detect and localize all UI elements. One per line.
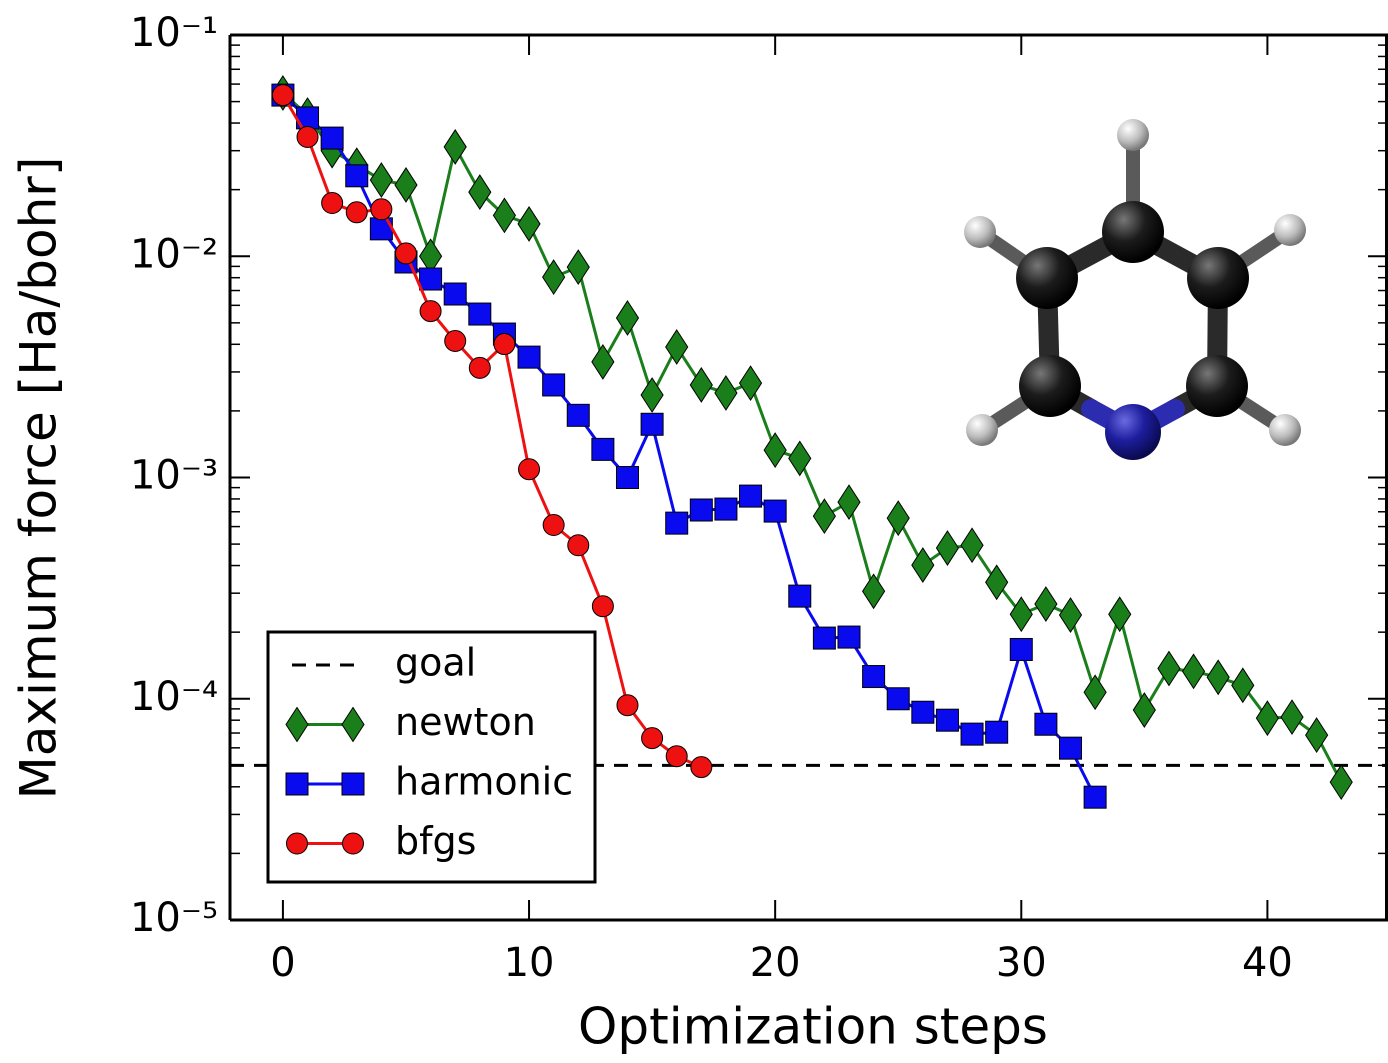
square-marker — [912, 701, 934, 723]
chart: Optimization steps Maximum force [Ha/boh… — [0, 0, 1388, 1063]
square-marker — [321, 127, 343, 149]
x-tick-label: 40 — [1242, 940, 1293, 986]
square-marker — [1084, 786, 1106, 808]
square-marker — [961, 723, 983, 745]
square-marker — [286, 773, 308, 795]
square-marker — [887, 688, 909, 710]
y-tick-label: 10⁻¹ — [130, 10, 218, 56]
diamond-marker — [493, 198, 515, 232]
legend-label: bfgs — [395, 819, 476, 863]
circle-marker — [420, 301, 441, 322]
diamond-marker — [1084, 675, 1106, 709]
x-tick-label: 10 — [504, 940, 555, 986]
diamond-marker — [764, 433, 786, 467]
circle-marker — [395, 243, 416, 264]
legend: goal newton harmonic bfgs — [268, 632, 595, 882]
circle-marker — [469, 357, 490, 378]
molecule-image — [964, 119, 1306, 460]
legend-label: harmonic — [395, 760, 573, 804]
x-axis-label: Optimization steps — [578, 998, 1048, 1056]
square-marker — [1035, 713, 1057, 735]
square-marker — [592, 438, 614, 460]
y-tick-label: 10⁻² — [130, 231, 218, 277]
square-marker — [986, 721, 1008, 743]
diamond-marker — [567, 250, 589, 284]
circle-marker — [543, 514, 564, 535]
x-tick-label: 30 — [996, 940, 1047, 986]
square-marker — [863, 666, 885, 688]
y-tick-label: 10⁻⁴ — [130, 674, 218, 720]
diamond-marker — [838, 485, 860, 519]
circle-marker — [494, 334, 515, 355]
diamond-marker — [1060, 598, 1082, 632]
page: Optimization steps Maximum force [Ha/boh… — [0, 0, 1388, 1063]
legend-label: goal — [395, 641, 476, 685]
square-marker — [764, 500, 786, 522]
square-marker — [518, 346, 540, 368]
diamond-marker — [1035, 587, 1057, 621]
circle-marker — [297, 126, 318, 147]
diamond-marker — [518, 207, 540, 241]
circle-marker — [272, 85, 293, 106]
y-axis-label: Maximum force [Ha/bohr] — [10, 157, 68, 800]
diamond-marker — [936, 531, 958, 565]
square-marker — [1060, 737, 1082, 759]
square-marker — [342, 773, 364, 795]
square-marker — [420, 268, 442, 290]
square-marker — [1010, 638, 1032, 660]
y-tick-label: 10⁻³ — [130, 453, 218, 499]
square-marker — [690, 499, 712, 521]
circle-marker — [617, 695, 638, 716]
diamond-marker — [789, 441, 811, 475]
diamond-marker — [1281, 700, 1303, 734]
circle-marker — [371, 199, 392, 220]
diamond-marker — [1183, 654, 1205, 688]
square-marker — [666, 512, 688, 534]
diamond-marker — [813, 499, 835, 533]
circle-marker — [343, 833, 364, 854]
circle-marker — [568, 535, 589, 556]
diamond-marker — [863, 574, 885, 608]
square-marker — [543, 374, 565, 396]
diamond-marker — [740, 366, 762, 400]
diamond-marker — [715, 376, 737, 410]
circle-marker — [346, 202, 367, 223]
x-tick-label: 20 — [750, 940, 801, 986]
square-marker — [641, 413, 663, 435]
y-tick-label: 10⁻⁵ — [130, 895, 218, 941]
diamond-marker — [370, 163, 392, 197]
circle-marker — [322, 193, 343, 214]
diamond-marker — [395, 168, 417, 202]
square-marker — [789, 585, 811, 607]
diamond-marker — [1109, 597, 1131, 631]
x-tick-label: 0 — [270, 940, 295, 986]
diamond-marker — [543, 260, 565, 294]
square-marker — [715, 498, 737, 520]
circle-marker — [691, 757, 712, 778]
square-marker — [469, 303, 491, 325]
square-marker — [567, 404, 589, 426]
circle-marker — [642, 728, 663, 749]
circle-marker — [666, 746, 687, 767]
square-marker — [936, 709, 958, 731]
circle-marker — [287, 833, 308, 854]
square-marker — [444, 283, 466, 305]
diamond-marker — [1207, 660, 1229, 694]
circle-marker — [592, 596, 613, 617]
legend-label: newton — [395, 700, 536, 744]
circle-marker — [519, 459, 540, 480]
square-marker — [838, 626, 860, 648]
circle-marker — [445, 330, 466, 351]
square-marker — [813, 627, 835, 649]
square-marker — [616, 467, 638, 489]
square-marker — [740, 485, 762, 507]
square-marker — [346, 165, 368, 187]
